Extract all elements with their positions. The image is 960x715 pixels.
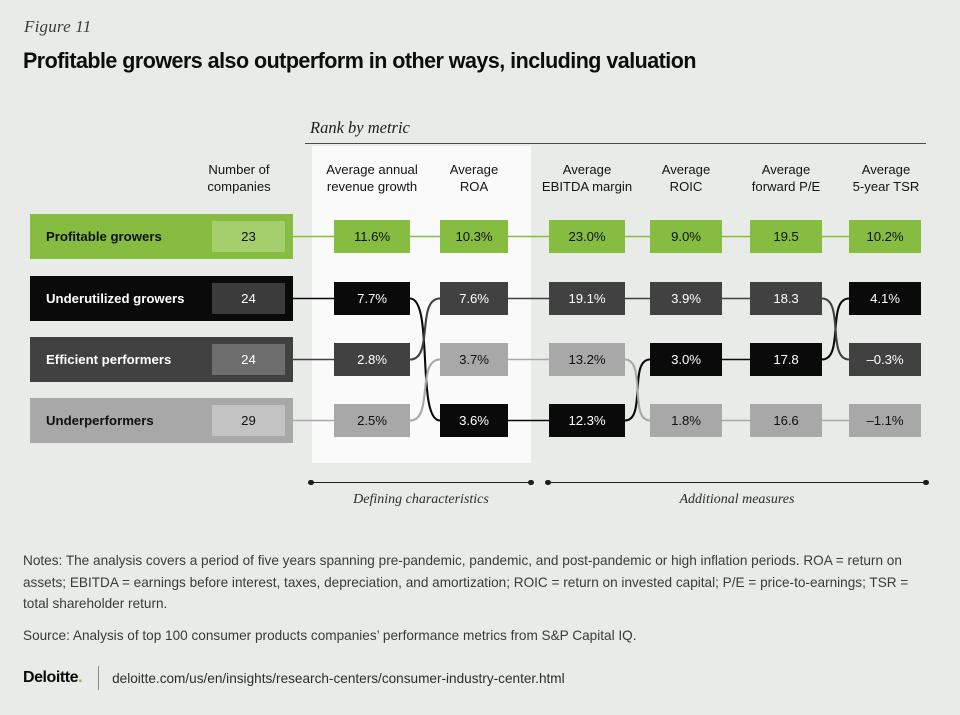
deloitte-logo: Deloitte.: [23, 669, 83, 687]
footer-logo-row: Deloitte. deloitte.com/us/en/insights/re…: [23, 665, 565, 691]
row-label-bar-black[interactable]: Underutilized growers 24: [30, 276, 293, 321]
column-header-number-of-companies-line-2: companies: [207, 178, 271, 194]
footer-divider: [98, 666, 100, 690]
metric-box-pe-rank-1[interactable]: 19.5: [750, 220, 822, 253]
metric-box-rev_growth-rank-3[interactable]: 2.8%: [334, 343, 410, 376]
column-header-roic-line-1: Average: [661, 162, 711, 177]
footer-url[interactable]: deloitte.com/us/en/insights/research-cen…: [112, 670, 565, 686]
metric-box-roa-rank-1[interactable]: 10.3%: [440, 220, 508, 253]
connector-mid_gray: [624, 358, 651, 422]
metric-box-tsr-rank-3[interactable]: –0.3%: [849, 343, 921, 376]
figure-label: Figure 11: [24, 17, 92, 36]
column-header-ebitda-line-2: EBITDA margin: [541, 178, 633, 194]
metric-box-rev_growth-rank-4[interactable]: 2.5%: [334, 404, 410, 437]
metric-box-roa-rank-2[interactable]: 7.6%: [440, 282, 508, 315]
row-label-bar-mid_gray[interactable]: Underperformers 29: [30, 398, 293, 443]
bracket-dot-additional-start: [545, 479, 551, 485]
metric-box-ebitda-rank-3[interactable]: 13.2%: [549, 343, 625, 376]
column-header-roa-line-2: ROA: [459, 178, 489, 194]
column-header-rev_growth-line-2: revenue growth: [326, 178, 418, 194]
metric-box-ebitda-rank-2[interactable]: 19.1%: [549, 282, 625, 315]
column-header-rev_growth-line-1: Average annual: [326, 162, 418, 177]
connector-black: [624, 358, 651, 422]
metric-box-roic-rank-1[interactable]: 9.0%: [650, 220, 722, 253]
metric-box-tsr-rank-4[interactable]: –1.1%: [849, 404, 921, 437]
metric-box-roa-rank-3[interactable]: 3.7%: [440, 343, 508, 376]
connector-dark_gray: [821, 297, 850, 361]
row-company-count: 29: [212, 405, 285, 436]
column-header-roa-line-1: Average: [449, 162, 499, 177]
metric-box-roic-rank-3[interactable]: 3.0%: [650, 343, 722, 376]
page-title: Profitable growers also outperform in ot…: [23, 48, 696, 73]
column-header-pe-line-2: forward P/E: [751, 178, 821, 194]
column-header-tsr-line-1: Average: [861, 162, 911, 177]
column-header-tsr-line-2: 5-year TSR: [852, 178, 920, 194]
column-header-number-of-companies: Number of companies: [183, 162, 295, 195]
metric-box-pe-rank-3[interactable]: 17.8: [750, 343, 822, 376]
row-label-bar-dark_gray[interactable]: Efficient performers 24: [30, 337, 293, 382]
row-label-bar-green[interactable]: Profitable growers 23: [30, 214, 293, 259]
column-header-roic: Average ROIC: [640, 162, 732, 195]
column-header-tsr: Average 5-year TSR: [835, 162, 937, 195]
connector-black: [821, 297, 850, 361]
metric-box-ebitda-rank-4[interactable]: 12.3%: [549, 404, 625, 437]
bracket-label-additional: Additional measures: [679, 492, 795, 507]
deloitte-logo-text: Deloitte: [23, 669, 79, 686]
metric-box-rev_growth-rank-2[interactable]: 7.7%: [334, 282, 410, 315]
column-header-ebitda: Average EBITDA margin: [531, 162, 643, 195]
header-rule: [305, 143, 926, 144]
column-header-rev_growth: Average annual revenue growth: [316, 162, 428, 195]
rank-by-metric-label: Rank by metric: [310, 118, 410, 137]
metric-box-pe-rank-4[interactable]: 16.6: [750, 404, 822, 437]
metric-box-tsr-rank-2[interactable]: 4.1%: [849, 282, 921, 315]
bracket-dot-defining-start: [308, 479, 314, 485]
column-header-number-of-companies-line-1: Number of: [208, 162, 270, 177]
deloitte-logo-dot: .: [78, 669, 83, 686]
column-header-roic-line-2: ROIC: [669, 178, 703, 194]
metric-box-rev_growth-rank-1[interactable]: 11.6%: [334, 220, 410, 253]
column-header-ebitda-line-1: Average: [562, 162, 612, 177]
column-header-roa: Average ROA: [432, 162, 516, 195]
notes-text: Notes: The analysis covers a period of f…: [23, 553, 909, 611]
row-label-text: Efficient performers: [46, 352, 172, 367]
bracket-line-defining: [311, 482, 531, 483]
row-label-text: Underutilized growers: [46, 291, 185, 306]
bracket-dot-additional-end: [923, 479, 929, 485]
metric-box-pe-rank-2[interactable]: 18.3: [750, 282, 822, 315]
metric-box-roic-rank-4[interactable]: 1.8%: [650, 404, 722, 437]
row-label-text: Underperformers: [46, 413, 154, 428]
row-company-count: 24: [212, 283, 285, 314]
row-label-text: Profitable growers: [46, 229, 162, 244]
metric-box-roa-rank-4[interactable]: 3.6%: [440, 404, 508, 437]
chart-area: Rank by metric Number of companies Average…: [30, 118, 937, 507]
metric-box-roic-rank-2[interactable]: 3.9%: [650, 282, 722, 315]
row-company-count: 24: [212, 344, 285, 375]
bracket-dot-defining-end: [528, 479, 534, 485]
column-header-pe: Average forward P/E: [735, 162, 837, 195]
row-company-count: 23: [212, 221, 285, 252]
metric-box-tsr-rank-1[interactable]: 10.2%: [849, 220, 921, 253]
source-text: Source: Analysis of top 100 consumer pro…: [23, 628, 637, 643]
column-header-pe-line-1: Average: [761, 162, 811, 177]
bracket-label-defining: Defining characteristics: [353, 492, 489, 507]
metric-box-ebitda-rank-1[interactable]: 23.0%: [549, 220, 625, 253]
bracket-line-additional: [548, 482, 926, 483]
